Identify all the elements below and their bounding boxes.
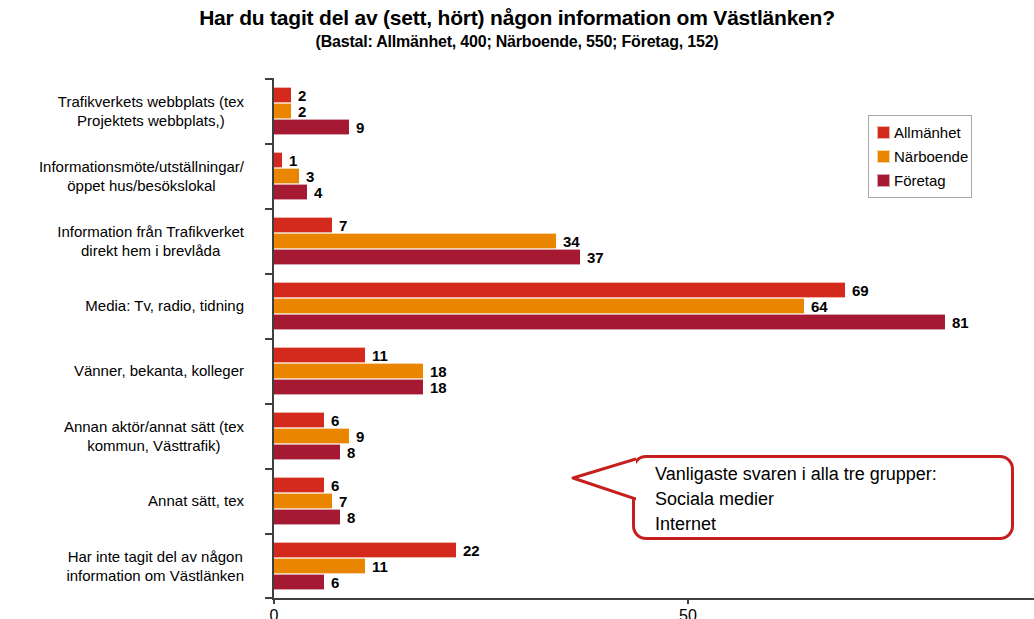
bar-fretag <box>274 185 307 199</box>
chart-subtitle: (Bastal: Allmänhet, 400; Närboende, 550;… <box>0 33 1034 51</box>
category-axis-labels: Trafikverkets webbplats (texProjektets w… <box>0 78 258 598</box>
category-axis-tick <box>265 403 274 405</box>
category-row: Trafikverkets webbplats (texProjektets w… <box>0 78 258 143</box>
category-row: Informationsmöte/utställningar/öppet hus… <box>0 143 258 208</box>
category-axis-tick <box>265 533 274 535</box>
category-label: Trafikverkets webbplats (texProjektets w… <box>58 92 244 130</box>
bar-allmnhet <box>274 348 365 362</box>
value-label: 9 <box>356 120 364 135</box>
legend-item-allmanhet: Allmänhet <box>878 124 967 141</box>
category-axis-tick <box>265 273 274 275</box>
category-axis-tick <box>265 338 274 340</box>
bar-fretag <box>274 250 580 264</box>
category-row: Information från Trafikverketdirekt hem … <box>0 208 258 273</box>
legend-swatch-narboende-icon <box>878 151 889 162</box>
bar-nrboende <box>274 104 291 118</box>
chart-header: Har du tagit del av (sett, hört) någon i… <box>0 6 1034 51</box>
bar-fretag <box>274 575 324 589</box>
value-label: 22 <box>463 543 480 558</box>
category-axis-tick <box>265 468 274 470</box>
category-row: Har inte tagit del av någoninformation o… <box>0 533 258 598</box>
value-label: 69 <box>852 283 869 298</box>
category-label: Annat sätt, tex <box>148 491 244 510</box>
bar-allmnhet <box>274 478 324 492</box>
x-axis-tick <box>273 598 275 604</box>
value-label: 18 <box>430 380 447 395</box>
category-row: Annan aktör/annat sätt (texkommun, Västt… <box>0 403 258 468</box>
callout-line: Vanligaste svaren i alla tre grupper: <box>655 462 1003 487</box>
bar-allmnhet <box>274 413 324 427</box>
bar-nrboende <box>274 169 299 183</box>
value-label: 7 <box>339 494 347 509</box>
category-axis-tick <box>265 78 274 80</box>
value-label: 34 <box>563 234 580 249</box>
legend-label: Företag <box>894 172 946 189</box>
value-label: 1 <box>289 153 297 168</box>
value-label: 7 <box>339 218 347 233</box>
category-axis-tick <box>265 143 274 145</box>
category-row: Vänner, bekanta, kolleger <box>0 338 258 403</box>
category-row: Media: Tv, radio, tidning <box>0 273 258 338</box>
chart-title: Har du tagit del av (sett, hört) någon i… <box>0 6 1034 30</box>
legend-label: Allmänhet <box>894 124 961 141</box>
bar-nrboende <box>274 494 332 508</box>
callout-line: Internet <box>655 512 1003 537</box>
category-label: Informationsmöte/utställningar/öppet hus… <box>39 157 244 195</box>
category-label: Annan aktör/annat sätt (texkommun, Västt… <box>64 417 244 455</box>
value-label: 8 <box>347 510 355 525</box>
legend-swatch-foretag-icon <box>878 175 889 186</box>
chart-page: Har du tagit del av (sett, hört) någon i… <box>0 0 1034 619</box>
bar-nrboende <box>274 234 556 248</box>
bar-fretag <box>274 510 340 524</box>
legend-swatch-allmanhet-icon <box>878 127 889 138</box>
value-label: 81 <box>952 315 969 330</box>
category-label: Vänner, bekanta, kolleger <box>74 361 244 380</box>
legend: Allmänhet Närboende Företag <box>868 115 972 198</box>
value-label: 18 <box>430 364 447 379</box>
value-label: 6 <box>331 413 339 428</box>
x-axis-label: 0 <box>270 608 279 619</box>
value-label: 8 <box>347 445 355 460</box>
bar-allmnhet <box>274 218 332 232</box>
value-label: 3 <box>306 169 314 184</box>
bar-nrboende <box>274 429 349 443</box>
bar-allmnhet <box>274 88 291 102</box>
value-label: 2 <box>298 88 306 103</box>
bar-allmnhet <box>274 543 456 557</box>
bar-allmnhet <box>274 153 282 167</box>
bar-fretag <box>274 315 945 329</box>
value-label: 37 <box>587 250 604 265</box>
category-row: Annat sätt, tex <box>0 468 258 533</box>
callout-tail-icon <box>570 456 636 504</box>
bar-nrboende <box>274 299 804 313</box>
value-label: 11 <box>372 559 388 574</box>
value-label: 6 <box>331 478 339 493</box>
bar-allmnhet <box>274 283 845 297</box>
bar-fretag <box>274 380 423 394</box>
bar-nrboende <box>274 364 423 378</box>
category-axis-tick <box>265 208 274 210</box>
bar-fretag <box>274 120 349 134</box>
value-label: 11 <box>372 348 388 363</box>
category-label: Information från Trafikverketdirekt hem … <box>57 222 244 260</box>
legend-item-foretag: Företag <box>878 172 967 189</box>
category-label: Media: Tv, radio, tidning <box>85 296 244 315</box>
bar-nrboende <box>274 559 365 573</box>
x-axis-tick <box>687 598 689 604</box>
callout-box: Vanligaste svaren i alla tre grupper: So… <box>632 455 1014 540</box>
value-label: 4 <box>314 185 322 200</box>
value-label: 6 <box>331 575 339 590</box>
callout-line: Sociala medier <box>655 487 1003 512</box>
category-label: Har inte tagit del av någoninformation o… <box>66 547 244 585</box>
value-label: 9 <box>356 429 364 444</box>
bar-fretag <box>274 445 340 459</box>
legend-item-narboende: Närboende <box>878 148 967 165</box>
value-label: 64 <box>811 299 828 314</box>
legend-label: Närboende <box>894 148 968 165</box>
x-axis-label: 50 <box>679 608 697 619</box>
value-label: 2 <box>298 104 306 119</box>
